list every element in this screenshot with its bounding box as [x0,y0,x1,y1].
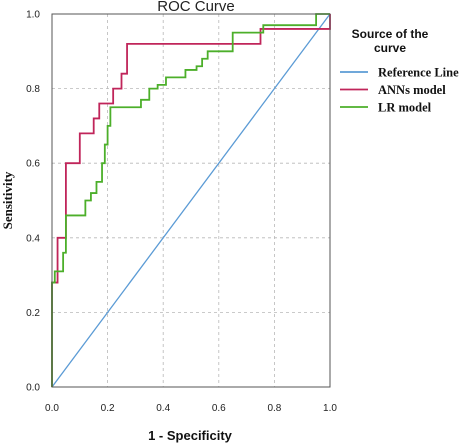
x-axis-title: 1 - Specificity [148,428,233,443]
legend-label: Reference Line [378,66,459,80]
x-tick-label: 0.8 [267,403,281,414]
x-tick-label: 1.0 [323,403,337,414]
tick-labels: 0.0 0.2 0.4 0.6 0.8 1.0 0.0 0.2 0.4 0.6 0.8 1.0 [26,10,337,415]
x-tick-label: 0.6 [212,403,226,414]
y-tick-label: 1.0 [26,10,40,21]
y-tick-label: 0.2 [26,308,40,319]
series-line-lr-model [51,13,330,387]
series-lines [51,13,331,388]
x-tick-label: 0.4 [156,403,170,414]
y-tick-label: 0.6 [26,159,40,170]
legend-items: Reference Line ANNs model LR model [340,66,459,115]
x-tick-label: 0.2 [101,403,115,414]
y-axis-title: Sensitivity [0,171,15,229]
chart-title: ROC Curve [157,0,235,15]
legend-label: LR model [378,101,432,115]
plot-frame [51,13,331,388]
y-tick-label: 0.4 [26,233,40,244]
y-tick-label: 0.8 [26,84,40,95]
series-line-reference-line [51,13,331,388]
y-tick-label: 0.0 [26,383,40,394]
legend: Source of the curve Reference Line ANNs mo… [340,27,459,115]
legend-label: ANNs model [378,83,446,97]
series-line-anns-model [51,14,331,387]
legend-title: Source of the curve [352,27,429,55]
x-tick-label: 0.0 [45,403,59,414]
